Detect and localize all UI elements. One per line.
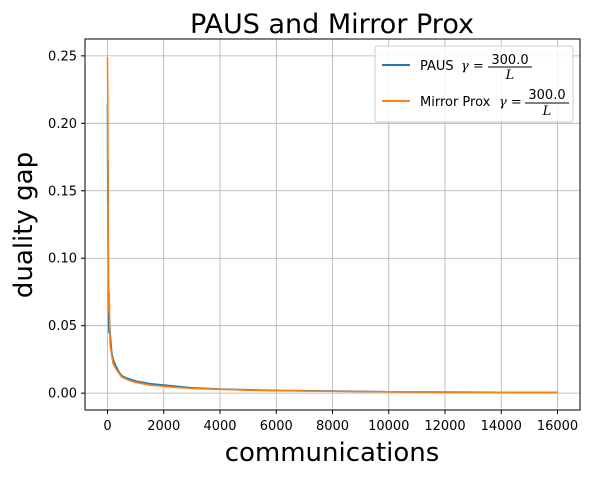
x-tick-label: 12000 <box>424 419 465 434</box>
legend-gamma-num-mirror-prox: 300.0 <box>528 88 565 103</box>
legend-label-paus: PAUS <box>420 59 454 74</box>
y-tick-label: 0.20 <box>48 117 77 132</box>
y-tick-label: 0.05 <box>48 319 77 334</box>
series-layer <box>106 57 558 394</box>
y-tick-label: 0.00 <box>48 387 77 402</box>
legend-gamma-paus: γ = <box>461 59 484 74</box>
y-tick-label: 0.15 <box>48 184 77 199</box>
series-line-mirror-prox <box>106 57 558 394</box>
y-tick-label: 0.10 <box>48 252 77 267</box>
y-axis-label: duality gap <box>9 152 39 298</box>
legend-gamma-num-paus: 300.0 <box>491 53 528 68</box>
x-tick-label: 0 <box>103 419 111 434</box>
legend: PAUS γ = 300.0 L Mirror Prox γ = 300.0 L <box>374 45 574 123</box>
tick-layer: 0 2000 4000 6000 8000 10000 12000 14000 16000 0.0… <box>48 49 578 434</box>
legend-label-mirror-prox: Mirror Prox <box>420 95 491 110</box>
x-tick-label: 2000 <box>147 419 180 434</box>
legend-frame <box>374 45 574 123</box>
x-tick-label: 6000 <box>260 419 293 434</box>
chart-title: PAUS and Mirror Prox <box>190 9 474 40</box>
legend-gamma-mirror-prox: γ = <box>499 95 522 110</box>
legend-gamma-den-mirror-prox: L <box>542 104 552 119</box>
x-tick-label: 16000 <box>537 419 578 434</box>
x-tick-label: 10000 <box>368 419 409 434</box>
x-axis-label: communications <box>225 438 440 468</box>
x-tick-label: 8000 <box>316 419 349 434</box>
legend-gamma-den-paus: L <box>505 68 515 83</box>
x-tick-label: 4000 <box>203 419 236 434</box>
y-tick-label: 0.25 <box>48 49 77 64</box>
x-tick-label: 14000 <box>481 419 522 434</box>
